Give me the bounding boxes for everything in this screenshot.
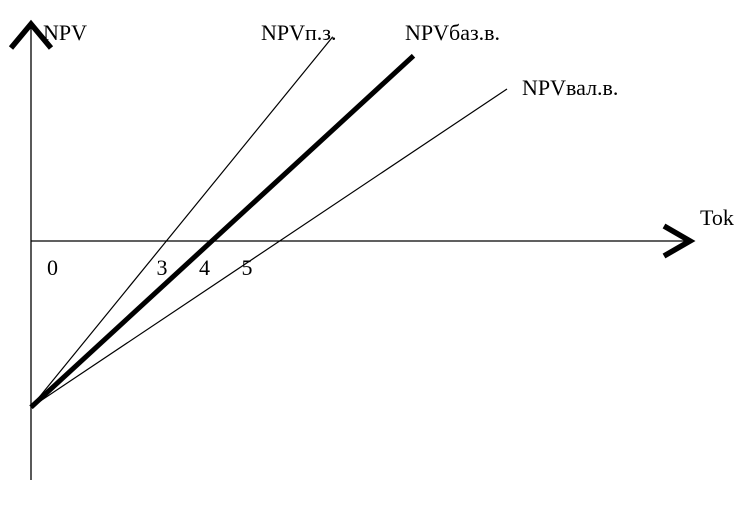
origin-label: 0 [47, 255, 58, 280]
series-label-2: NPVбаз.в. [405, 20, 500, 45]
y-axis-label: NPV [43, 20, 87, 45]
series-line-2 [29, 53, 416, 410]
x-axis-arrow-icon [662, 223, 696, 259]
x-axis-label: Tok [700, 205, 734, 230]
x-tick-label: 5 [242, 255, 253, 280]
series-label-1: NPVп.з. [261, 20, 336, 45]
x-tick-label: 4 [199, 255, 210, 280]
x-tick-label: 3 [157, 255, 168, 280]
series-line-3 [30, 88, 508, 408]
y-axis-arrow-icon [8, 19, 54, 50]
series-line-1 [30, 36, 334, 408]
series-label-3: NPVвал.в. [522, 75, 618, 100]
